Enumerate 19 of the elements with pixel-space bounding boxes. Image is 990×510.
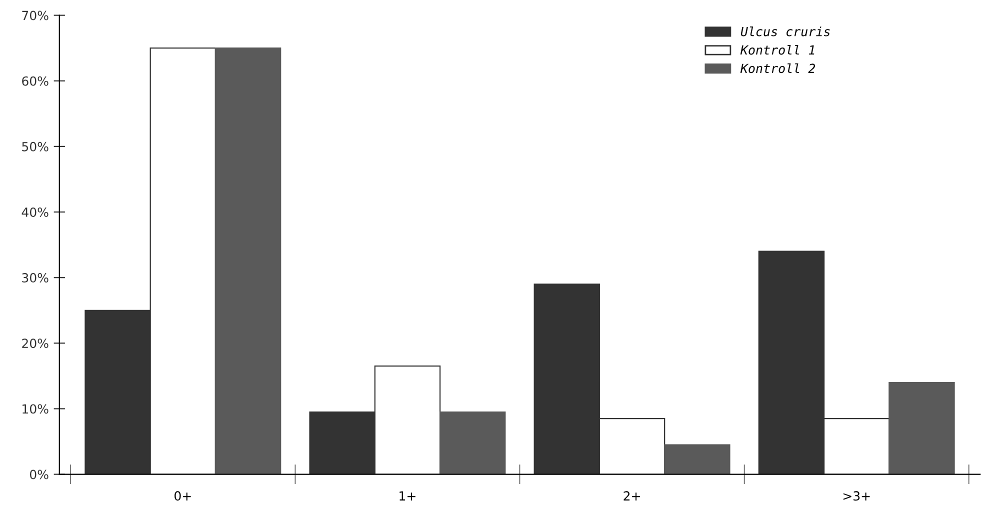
bar bbox=[214, 48, 282, 474]
y-tick-label: 20% bbox=[22, 338, 48, 348]
legend-label: Ulcus cruris bbox=[740, 26, 830, 36]
y-tick-label: 60% bbox=[22, 76, 48, 86]
x-tick-label: 2+ bbox=[624, 491, 640, 500]
y-tick-label: 50% bbox=[22, 142, 48, 152]
x-tick-label: >3+ bbox=[843, 491, 870, 501]
bar bbox=[439, 411, 506, 474]
y-tick-label: 0% bbox=[30, 470, 48, 480]
y-tick-label: 40% bbox=[22, 207, 48, 217]
bar bbox=[664, 444, 730, 474]
legend-label: Kontroll 2 bbox=[740, 63, 816, 74]
legend-label: Kontroll 1 bbox=[740, 44, 814, 55]
x-tick-label: 1+ bbox=[400, 491, 416, 500]
bar bbox=[888, 382, 955, 474]
y-tick-label: 30% bbox=[22, 273, 48, 283]
x-tick-label: 0+ bbox=[174, 491, 191, 501]
y-tick-label: 10% bbox=[22, 404, 48, 414]
y-tick-label: 70% bbox=[22, 10, 48, 20]
